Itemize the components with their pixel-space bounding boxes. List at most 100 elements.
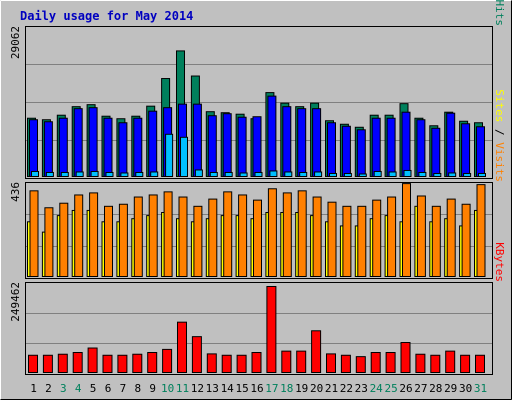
kbytes-bar (281, 350, 292, 374)
pages-bar (120, 172, 129, 178)
files-bar (88, 107, 98, 177)
files-bar (29, 119, 38, 177)
y-max-label: 29062 (9, 26, 22, 59)
kbytes-bar (28, 354, 38, 374)
kbytes-bar (132, 353, 143, 373)
visits-bar (461, 203, 471, 277)
files-bar (207, 115, 217, 177)
x-tick-label: 5 (90, 382, 97, 395)
pages-bar (314, 171, 323, 178)
legend-separator: / (493, 122, 506, 142)
kbytes-bar (340, 354, 351, 374)
x-tick-label: 8 (134, 382, 141, 395)
pages-bar (209, 171, 218, 177)
x-tick-label: 6 (105, 382, 112, 395)
visits-bar (312, 196, 322, 278)
pages-bar (403, 169, 412, 178)
y-max-label: 249462 (9, 282, 22, 322)
files-bar (282, 106, 292, 177)
x-tick-label: 21 (325, 382, 338, 395)
x-tick-label: 10 (161, 382, 174, 395)
pages-bar (329, 172, 337, 177)
visits-bar (327, 201, 337, 278)
visits-bar (208, 198, 218, 277)
pages-bar (150, 171, 159, 178)
kbytes-bar (311, 330, 322, 373)
series-legend: Pages / Files / Hits (493, 0, 506, 26)
pages-bar (135, 171, 144, 177)
files-bar (192, 103, 202, 177)
kbytes-bar (162, 348, 173, 373)
chart-title: Daily usage for May 2014 (20, 9, 193, 23)
kbytes-bar (221, 354, 232, 374)
visits-bar (342, 205, 352, 277)
kbytes-bar (251, 352, 262, 374)
visits-bar (133, 196, 143, 278)
x-tick-label: 3 (60, 382, 67, 395)
kbytes-bar (460, 354, 471, 374)
legend-label: Sites (493, 89, 506, 122)
files-bar (297, 108, 307, 177)
y-max-label: 436 (9, 182, 22, 202)
files-bar (446, 112, 456, 177)
pages-bar (75, 171, 84, 178)
series-legend: KBytes (493, 242, 506, 282)
visits-bar (267, 188, 277, 277)
files-bar (148, 110, 158, 177)
chart-panel: 29062 Pages / Files / Hits (9, 0, 506, 179)
x-tick-label: 16 (250, 382, 263, 395)
x-tick-label: 18 (280, 382, 293, 395)
files-bar (341, 125, 351, 177)
files-bar (461, 123, 471, 177)
x-tick-label: 28 (429, 382, 442, 395)
x-tick-label: 26 (399, 382, 412, 395)
visits-bar (223, 191, 233, 277)
visits-bar (372, 199, 382, 277)
files-bar (73, 108, 83, 177)
visits-bar (282, 192, 292, 277)
visits-bar (104, 205, 113, 277)
pages-bar (254, 171, 263, 177)
pages-bar (433, 172, 442, 177)
files-bar (43, 121, 53, 178)
kbytes-bar (445, 350, 456, 374)
kbytes-bar (72, 352, 83, 374)
legend-label: Hits (493, 0, 506, 26)
kbytes-bar (385, 352, 396, 374)
kbytes-bar (57, 353, 68, 373)
pages-bar (90, 170, 99, 177)
chart-panel: 436 Sites / Visits (9, 89, 506, 279)
pages-bar (31, 170, 39, 177)
kbytes-bar (206, 353, 217, 374)
files-bar (103, 117, 113, 177)
files-bar (371, 117, 381, 177)
pages-bar (194, 169, 203, 177)
files-bar (356, 129, 366, 177)
x-tick-label: 4 (75, 382, 82, 395)
kbytes-bar (430, 354, 441, 374)
pages-bar (388, 171, 397, 178)
kbytes-bar (296, 350, 307, 374)
x-tick-label: 9 (149, 382, 156, 395)
pages-bar (165, 133, 174, 178)
kbytes-bar (117, 354, 128, 374)
kbytes-bar (266, 286, 277, 373)
visits-bar (238, 194, 248, 277)
files-bar (476, 126, 485, 178)
kbytes-bar (42, 354, 53, 374)
pages-bar (358, 173, 367, 177)
x-tick-label: 12 (191, 382, 204, 395)
files-bar (327, 122, 336, 177)
kbytes-bar (177, 321, 187, 374)
pages-bar (224, 171, 233, 177)
visits-bar (402, 183, 411, 277)
visits-bar (89, 192, 99, 277)
visits-bar (416, 195, 426, 277)
kbytes-bar (326, 353, 336, 374)
series-legend: Sites / Visits (493, 89, 506, 182)
kbytes-bar (191, 336, 202, 374)
visits-bar (59, 202, 69, 277)
pages-bar (418, 171, 427, 177)
